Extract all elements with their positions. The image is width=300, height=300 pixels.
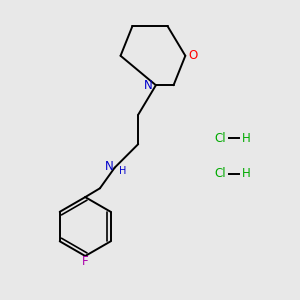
Text: Cl: Cl: [215, 167, 226, 180]
Text: H: H: [242, 167, 250, 180]
Text: O: O: [188, 49, 197, 62]
Text: N: N: [144, 79, 153, 92]
Text: Cl: Cl: [215, 132, 226, 145]
Text: N: N: [105, 160, 114, 173]
Text: H: H: [242, 132, 250, 145]
Text: H: H: [119, 166, 127, 176]
Text: F: F: [82, 255, 88, 268]
